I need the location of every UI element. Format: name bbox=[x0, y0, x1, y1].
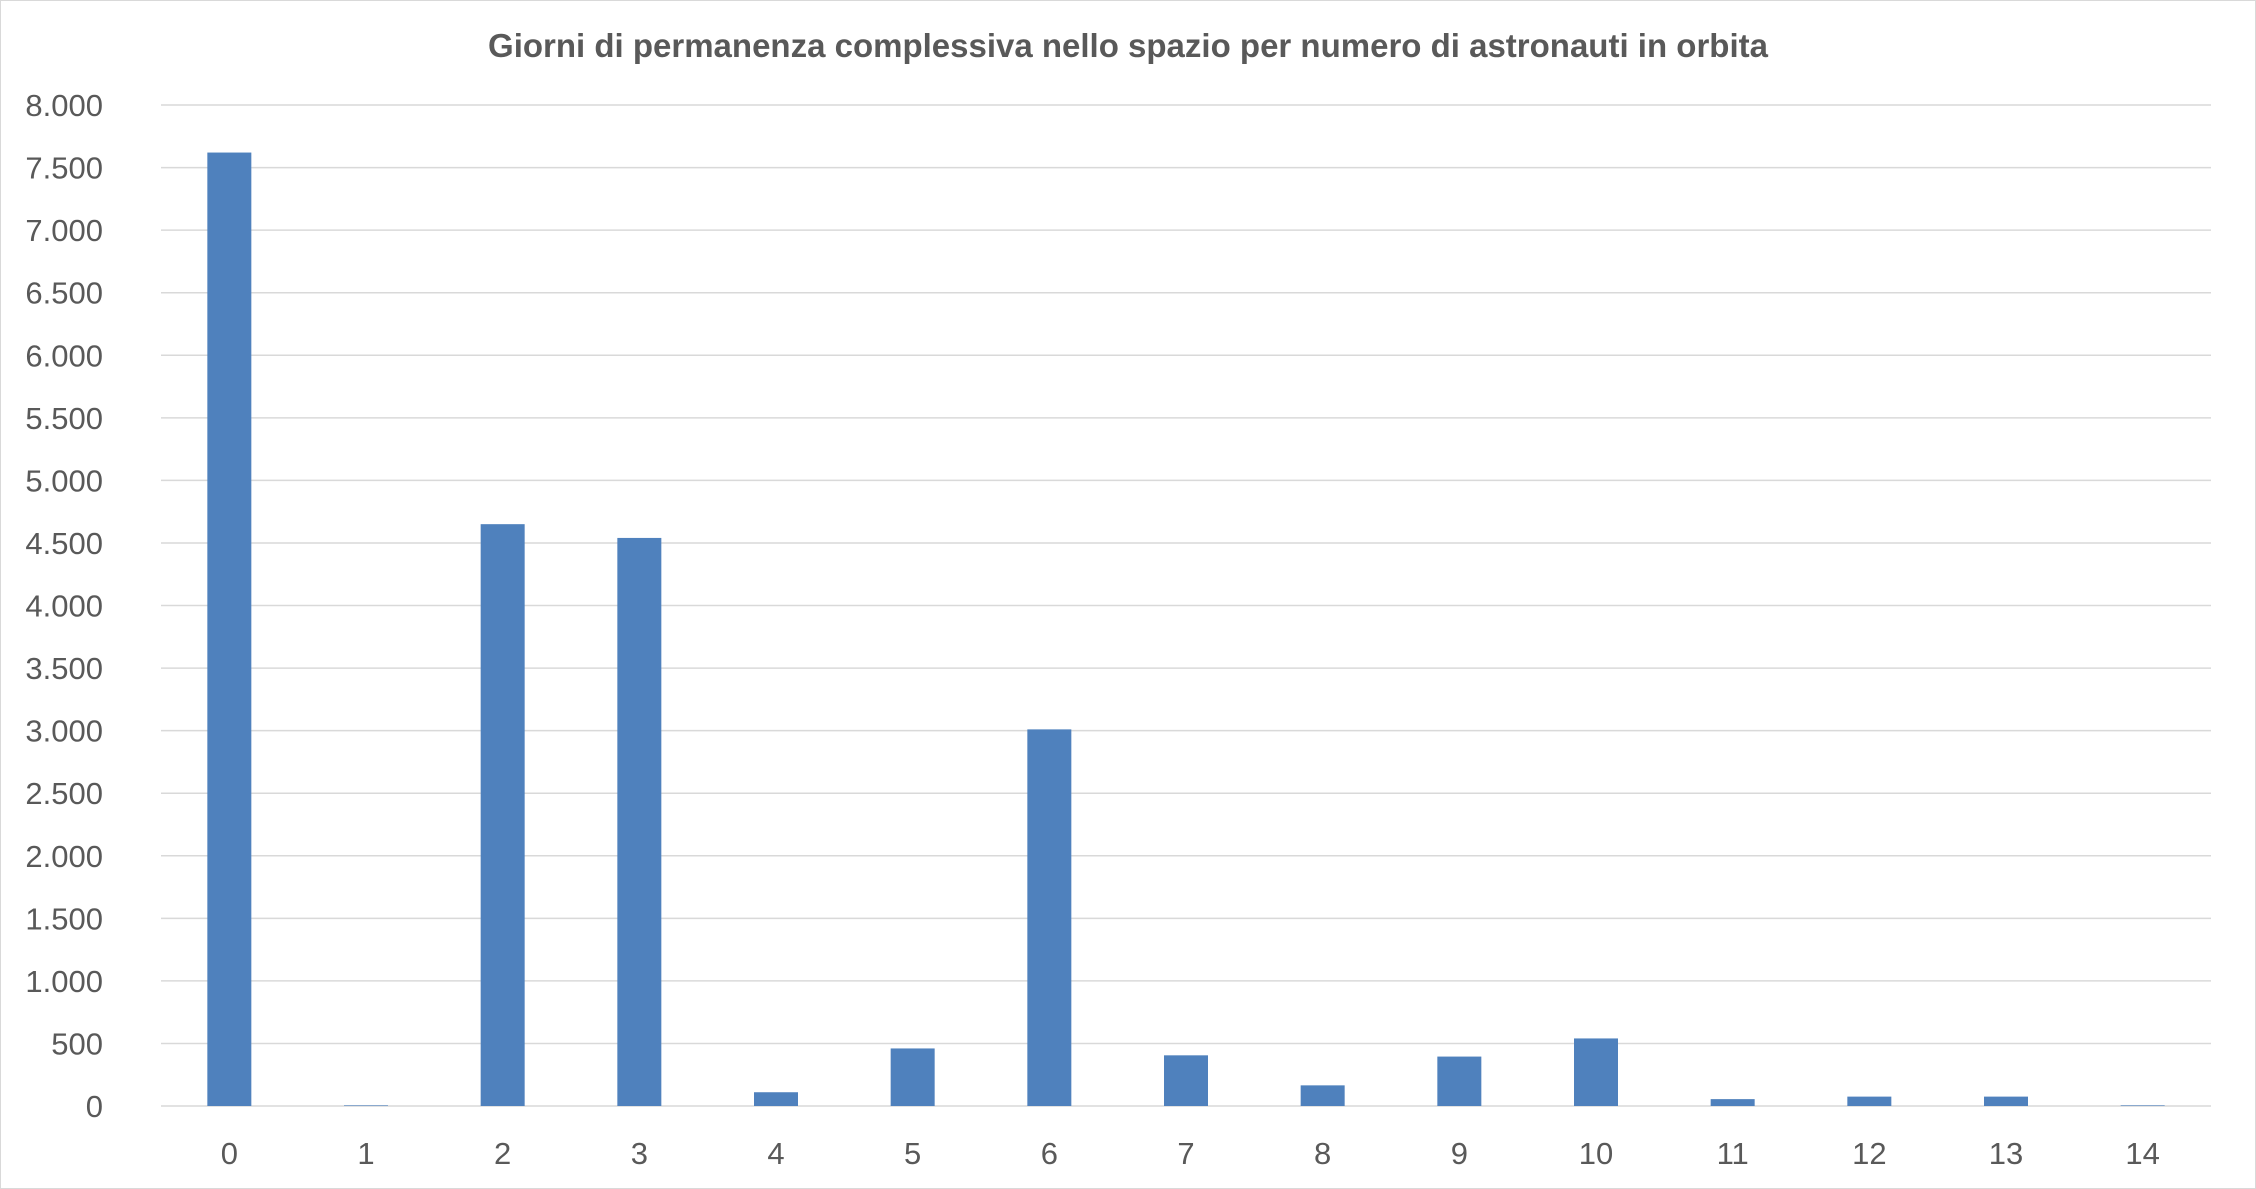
bar-12 bbox=[1847, 1096, 1892, 1106]
x-tick-label: 5 bbox=[904, 1136, 921, 1171]
bars bbox=[207, 152, 2165, 1107]
y-tick-label: 5.000 bbox=[25, 463, 103, 498]
y-tick-label: 0 bbox=[86, 1089, 103, 1124]
y-tick-label: 1.500 bbox=[25, 901, 103, 936]
bar-5 bbox=[890, 1048, 935, 1106]
x-tick-label: 6 bbox=[1041, 1136, 1058, 1171]
y-tick-label: 5.500 bbox=[25, 401, 103, 436]
x-tick-label: 12 bbox=[1852, 1136, 1886, 1171]
y-tick-label: 500 bbox=[51, 1026, 103, 1061]
x-tick-label: 8 bbox=[1314, 1136, 1331, 1171]
bar-11 bbox=[1710, 1099, 1755, 1106]
y-tick-label: 6.000 bbox=[25, 338, 103, 373]
x-tick-label: 7 bbox=[1177, 1136, 1194, 1171]
y-tick-label: 6.500 bbox=[25, 276, 103, 311]
chart-title: Giorni di permanenza complessiva nello s… bbox=[488, 27, 1769, 64]
x-tick-label: 2 bbox=[494, 1136, 511, 1171]
x-tick-label: 10 bbox=[1579, 1136, 1613, 1171]
bar-8 bbox=[1300, 1085, 1345, 1106]
y-tick-label: 7.500 bbox=[25, 151, 103, 186]
x-axis-tick-labels: 0 1 2 3 4 5 6 7 8 9 10 11 12 13 14 bbox=[221, 1136, 2160, 1171]
bar-13 bbox=[1984, 1096, 2028, 1106]
bar-1 bbox=[344, 1105, 388, 1106]
y-tick-label: 3.000 bbox=[25, 714, 103, 749]
y-tick-label: 1.000 bbox=[25, 964, 103, 999]
y-tick-label: 3.500 bbox=[25, 651, 103, 686]
x-tick-label: 11 bbox=[1717, 1136, 1749, 1171]
x-tick-label: 13 bbox=[1989, 1136, 2023, 1171]
y-tick-label: 4.000 bbox=[25, 589, 103, 624]
bar-6 bbox=[1027, 729, 1072, 1106]
bar-2 bbox=[480, 524, 525, 1106]
bar-14 bbox=[2120, 1105, 2165, 1106]
x-tick-label: 14 bbox=[2125, 1136, 2159, 1171]
x-tick-label: 3 bbox=[631, 1136, 648, 1171]
y-tick-label: 8.000 bbox=[25, 88, 103, 123]
x-tick-label: 4 bbox=[767, 1136, 784, 1171]
bar-4 bbox=[754, 1092, 798, 1106]
x-tick-label: 1 bbox=[357, 1136, 374, 1171]
gridlines bbox=[161, 104, 2211, 1107]
bar-10 bbox=[1574, 1038, 1618, 1106]
x-tick-label: 9 bbox=[1451, 1136, 1468, 1171]
y-tick-label: 7.000 bbox=[25, 213, 103, 248]
bar-3 bbox=[617, 537, 662, 1106]
bar-7 bbox=[1164, 1055, 1208, 1106]
x-tick-label: 0 bbox=[221, 1136, 238, 1171]
y-tick-label: 2.000 bbox=[25, 839, 103, 874]
bar-9 bbox=[1437, 1056, 1482, 1106]
y-axis-tick-labels: 0 500 1.000 1.500 2.000 2.500 3.000 3.500 4.000 4… bbox=[25, 88, 103, 1124]
y-tick-label: 4.500 bbox=[25, 526, 103, 561]
bar-0 bbox=[207, 152, 252, 1107]
y-tick-label: 2.500 bbox=[25, 776, 103, 811]
